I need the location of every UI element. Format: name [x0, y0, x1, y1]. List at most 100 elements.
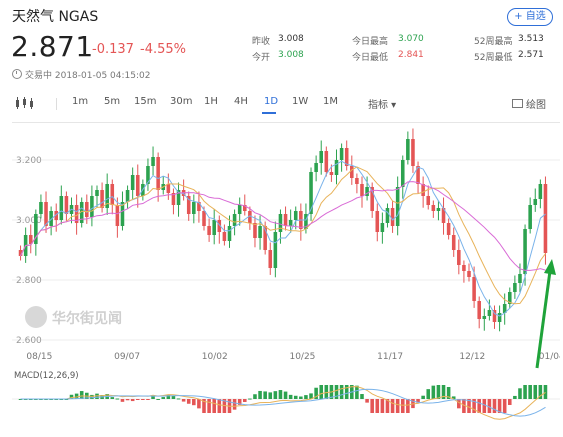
candle-body	[533, 199, 538, 205]
macd-bar	[507, 399, 512, 405]
period-4h[interactable]: 4H	[234, 96, 248, 107]
week52-high-value: 3.513	[518, 34, 544, 44]
candle-body	[502, 304, 507, 313]
candle-body	[518, 274, 522, 283]
period-1mo[interactable]: 1M	[323, 96, 338, 107]
candle-body	[411, 139, 415, 166]
candle-body	[528, 205, 532, 229]
candle-body	[59, 196, 64, 220]
macd-bar	[288, 394, 293, 399]
candle-body	[90, 196, 94, 217]
macd-bar	[146, 399, 150, 400]
macd-bar	[115, 398, 120, 400]
candle-body	[151, 157, 155, 166]
period-1h[interactable]: 1H	[204, 96, 218, 107]
active-period-underline	[262, 112, 276, 114]
candle-body	[385, 208, 390, 223]
candle-body	[110, 184, 115, 205]
draw-tool[interactable]: 绘图	[512, 96, 546, 111]
macd-bar	[513, 395, 517, 399]
watermark-text: 华尔街见闻	[52, 310, 122, 327]
period-30m[interactable]: 30m	[170, 96, 193, 107]
period-1d[interactable]: 1D	[264, 96, 279, 107]
macd-bar	[533, 385, 538, 399]
macd-bar	[406, 399, 410, 413]
macd-bar	[202, 399, 206, 413]
candle-body	[380, 223, 385, 232]
macd-bar	[263, 391, 267, 399]
macd-bar	[497, 399, 502, 413]
candle-body	[446, 223, 451, 235]
candle-body	[237, 205, 242, 214]
candle-body	[120, 202, 125, 226]
period-1m[interactable]: 1m	[72, 96, 89, 107]
candle-body	[100, 190, 104, 208]
macd-bar	[324, 385, 329, 399]
candle-body	[314, 163, 318, 172]
macd-bar	[135, 399, 140, 400]
candle-body	[207, 226, 211, 235]
macd-bar	[181, 399, 186, 402]
candle-body	[44, 202, 48, 226]
candle-body	[293, 211, 298, 220]
candle-body	[487, 310, 492, 316]
candle-body	[344, 148, 349, 166]
macd-bar	[319, 385, 324, 399]
day-low-value: 2.841	[398, 50, 424, 60]
macd-bar	[110, 397, 115, 399]
trading-time: 交易中 2018-01-05 04:15:02	[25, 71, 151, 81]
macd-bar	[472, 399, 476, 413]
candle-body	[467, 271, 471, 277]
prev-close-value: 3.008	[278, 34, 304, 44]
macd-bar	[207, 399, 211, 413]
candle-body	[288, 220, 293, 226]
macd-bar	[283, 391, 288, 399]
macd-bar	[492, 399, 497, 413]
macd-bar	[543, 385, 548, 399]
macd-bar	[385, 399, 390, 413]
candle-body	[176, 190, 181, 205]
macd-bar	[365, 399, 369, 403]
candle-body	[390, 208, 395, 226]
candle-body	[156, 157, 160, 190]
open-label: 今开	[252, 53, 271, 63]
period-5m[interactable]: 5m	[104, 96, 121, 107]
candle-body	[263, 226, 267, 250]
candle-body	[400, 160, 405, 187]
candle-body	[39, 202, 43, 214]
macd-bar	[477, 399, 481, 413]
candle-body	[34, 214, 38, 244]
candle-body	[242, 205, 247, 211]
candle-body	[482, 316, 487, 319]
add-watchlist-button[interactable]: + 自选	[507, 8, 553, 26]
macd-bar	[451, 396, 456, 399]
macd-bar	[293, 395, 298, 399]
candle-body	[319, 151, 324, 163]
macd-bar	[462, 399, 466, 413]
candle-body	[416, 166, 420, 184]
candle-body	[278, 214, 283, 232]
annotation-arrow-head	[544, 259, 556, 275]
period-15m[interactable]: 15m	[134, 96, 157, 107]
macd-bar	[156, 398, 160, 400]
ma-long-line	[20, 181, 546, 271]
chart-area[interactable]: 3.200 3.000 2.800 2.600 华尔街见闻 08/15 09/07 10/02…	[12, 122, 563, 433]
candle-body	[227, 226, 232, 241]
candle-body	[406, 139, 410, 160]
period-1w[interactable]: 1W	[292, 96, 309, 107]
candle-body	[125, 190, 130, 202]
candle-body	[457, 250, 461, 265]
candle-body	[355, 178, 359, 184]
macd-bar	[273, 391, 278, 399]
candle-body	[85, 202, 89, 217]
macd-bar	[355, 385, 359, 399]
macd-bar	[161, 397, 166, 399]
macd-bar	[457, 399, 461, 409]
candlestick-type-icon[interactable]	[14, 96, 36, 110]
macd-bar	[314, 387, 318, 399]
indicator-menu[interactable]: 指标 ▾	[368, 100, 397, 111]
macd-bar	[197, 399, 201, 409]
candle-body	[79, 202, 84, 223]
macd-bar	[74, 393, 79, 399]
candle-body	[283, 214, 288, 226]
